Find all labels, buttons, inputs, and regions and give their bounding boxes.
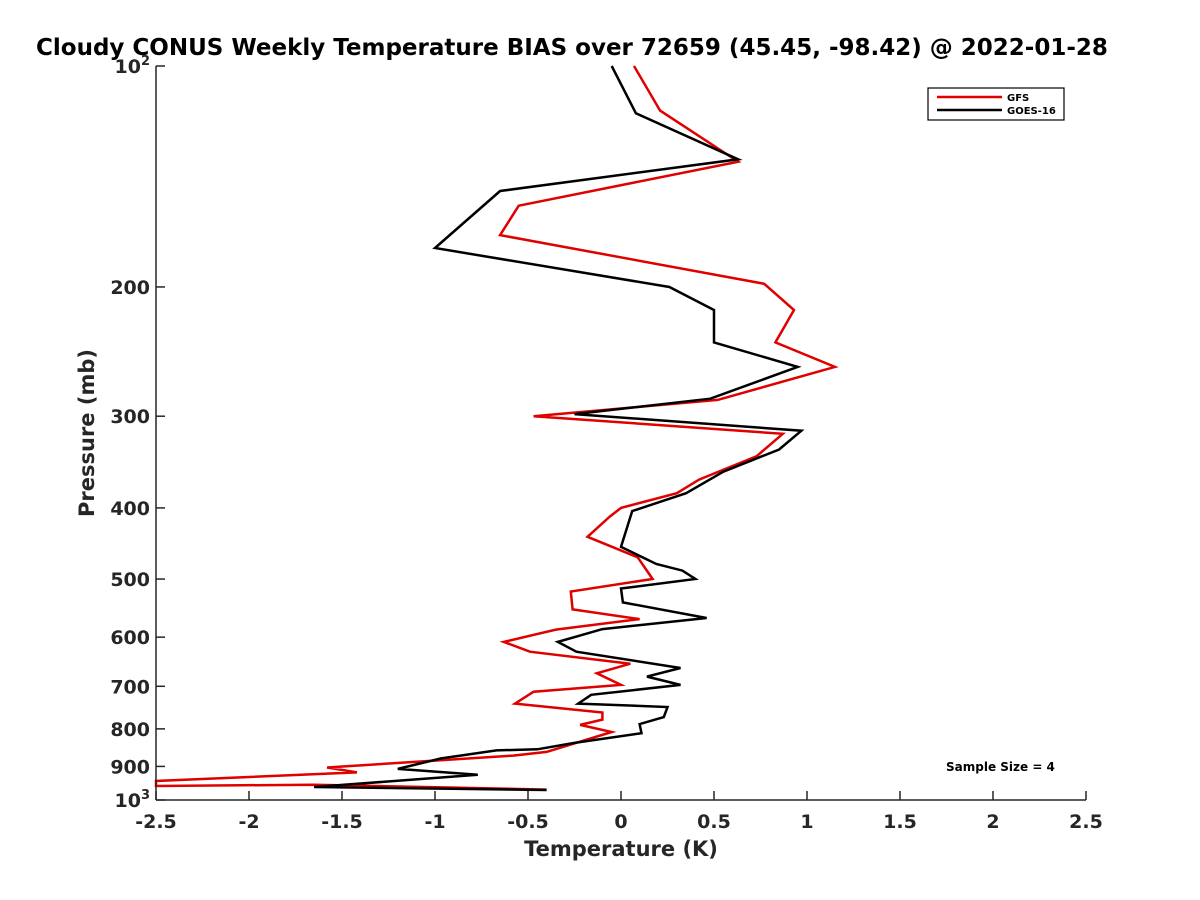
x-ticks: -2.5 -2 -1.5 -1 -0.5 0 0.5 1 1.5 2 2.5 xyxy=(135,791,1103,833)
x-tick-label: 2 xyxy=(986,811,999,833)
x-tick-label: -2 xyxy=(238,811,259,833)
y-tick-label: 200 xyxy=(110,277,150,299)
x-tick-label: 1 xyxy=(800,811,813,833)
x-tick-label: 0.5 xyxy=(697,811,731,833)
y-tick-label: 400 xyxy=(110,498,150,520)
x-tick-label: 0 xyxy=(614,811,627,833)
y-axis-label: Pressure (mb) xyxy=(75,349,99,517)
y-tick-label: 600 xyxy=(110,627,150,649)
chart-title: Cloudy CONUS Weekly Temperature BIAS ove… xyxy=(36,35,1108,61)
legend-label-goes16: GOES-16 xyxy=(1007,106,1056,117)
y-tick-label: 103 xyxy=(115,788,151,812)
x-tick-label: -1.5 xyxy=(321,811,363,833)
y-tick-label: 700 xyxy=(110,676,150,698)
x-tick-label: -2.5 xyxy=(135,811,177,833)
legend: GFS GOES-16 xyxy=(927,87,1065,121)
series-line-gfs xyxy=(154,65,839,791)
series-layer xyxy=(154,65,839,792)
x-tick-label: -0.5 xyxy=(507,811,549,833)
sample-size-annotation: Sample Size = 4 xyxy=(946,760,1055,774)
y-tick-label: 500 xyxy=(110,569,150,591)
legend-label-gfs: GFS xyxy=(1007,93,1029,104)
legend-box xyxy=(927,87,1065,121)
y-ticks: 102 200 300 400 500 600 700 800 900 103 xyxy=(110,54,165,812)
x-tick-label: -1 xyxy=(424,811,445,833)
y-tick-label: 102 xyxy=(115,54,151,78)
y-tick-label: 800 xyxy=(110,719,150,741)
x-tick-label: 2.5 xyxy=(1069,811,1103,833)
y-tick-label: 300 xyxy=(110,406,150,428)
x-axis-label: Temperature (K) xyxy=(524,837,718,861)
series-line-goes16 xyxy=(314,65,805,792)
x-tick-label: 1.5 xyxy=(883,811,917,833)
y-tick-label: 900 xyxy=(110,756,150,778)
